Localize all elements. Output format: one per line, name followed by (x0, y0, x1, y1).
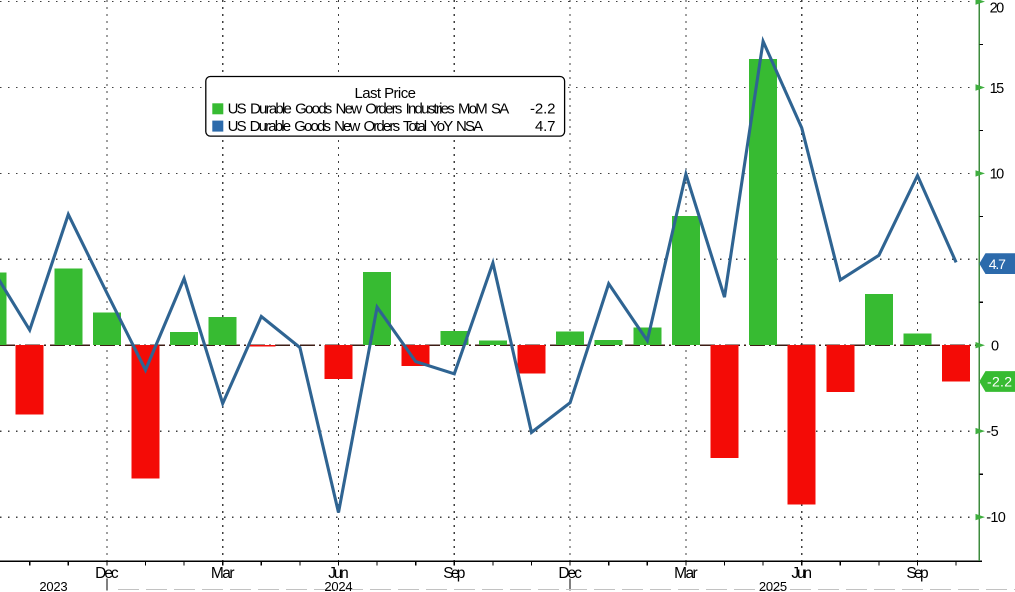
svg-text:-2.2: -2.2 (530, 101, 556, 118)
svg-text:US Durable Goods New Orders To: US Durable Goods New Orders Total YoY NS… (228, 118, 484, 135)
svg-text:0: 0 (991, 338, 999, 354)
svg-text:Mar: Mar (674, 565, 698, 582)
svg-text:4.7: 4.7 (535, 118, 556, 135)
svg-text:-2.2: -2.2 (987, 374, 1012, 390)
svg-text:Dec: Dec (95, 565, 119, 582)
svg-text:2024: 2024 (324, 579, 352, 592)
svg-text:10: 10 (990, 167, 1005, 183)
svg-text:Sep: Sep (443, 565, 465, 582)
svg-text:Mar: Mar (211, 565, 235, 582)
svg-text:2025: 2025 (759, 579, 787, 592)
svg-text:Jun: Jun (328, 565, 349, 582)
svg-text:Dec: Dec (558, 565, 582, 582)
svg-text:2023: 2023 (39, 579, 67, 592)
svg-text:Jun: Jun (791, 565, 812, 582)
svg-text:15: 15 (990, 81, 1005, 97)
svg-text:4.7: 4.7 (989, 256, 1006, 272)
svg-text:Sep: Sep (906, 565, 928, 582)
svg-text:US Durable Goods New Orders In: US Durable Goods New Orders Industries M… (228, 101, 510, 118)
svg-text:-10: -10 (986, 510, 1006, 526)
svg-text:20: 20 (990, 0, 1005, 16)
svg-text:-5: -5 (986, 424, 998, 440)
svg-text:Last Price: Last Price (354, 85, 416, 102)
